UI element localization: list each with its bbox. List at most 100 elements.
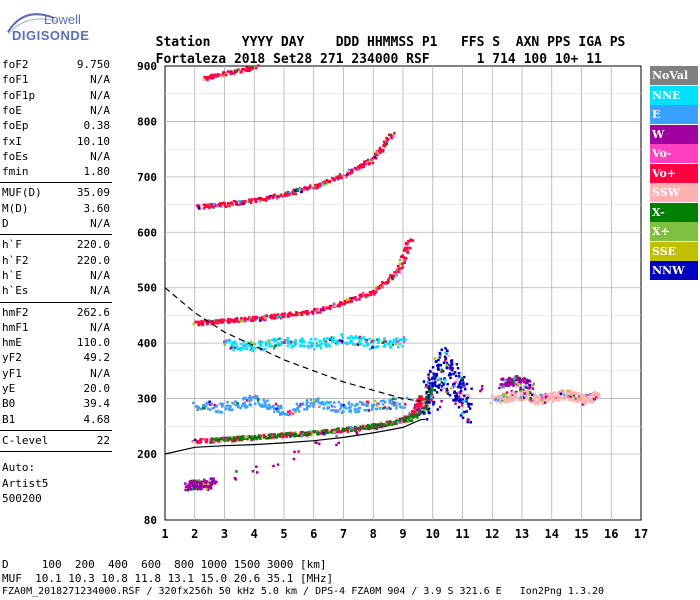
echo-point-spread-f: [466, 420, 470, 424]
echo-point-ssw-tail: [532, 397, 535, 400]
echo-point-x-trace: [223, 439, 226, 442]
echo-point-x-trace: [422, 402, 426, 405]
param-separator: [0, 234, 112, 236]
echo-point-spread-f: [446, 389, 449, 392]
echo-point-w-echoes: [440, 399, 443, 403]
echo-point-second-hop: [340, 302, 344, 305]
param-value: N/A: [90, 217, 110, 230]
echo-point-w-echoes: [531, 387, 535, 390]
echo-point-third-hop: [202, 203, 205, 206]
echo-point-w-echoes: [514, 379, 518, 382]
echo-point-spread-f: [432, 372, 435, 375]
echo-point-x-trace: [239, 436, 242, 439]
echo-point-nne-400: [319, 346, 323, 350]
echo-point-w-echoes: [528, 387, 531, 390]
echo-point-e-echoes: [353, 408, 356, 411]
echo-point-x-trace: [308, 433, 312, 436]
echo-point-o-trace: [378, 426, 382, 429]
echo-point-nne-400: [324, 340, 328, 343]
echo-point-x-trace: [237, 436, 241, 439]
echo-point-spread-f: [437, 368, 440, 371]
echo-point-e-echoes: [254, 395, 257, 398]
echo-point-e-echoes: [213, 406, 216, 409]
echo-point-e-echoes: [356, 407, 359, 411]
echo-point-o-trace: [368, 427, 372, 430]
echo-point-second-hop: [402, 255, 405, 259]
echo-point-x-trace: [405, 416, 408, 420]
echo-point-ssw-tail: [544, 392, 547, 396]
echo-point-o-trace: [417, 402, 421, 405]
echo-point-ssw-tail: [593, 398, 596, 401]
echo-point-e-echoes: [312, 405, 315, 408]
echo-point-ssw-tail: [590, 394, 594, 397]
echo-point-e-echoes: [394, 401, 398, 404]
echo-point-x-trace: [421, 406, 424, 409]
echo-point-e-echoes: [247, 397, 251, 400]
echo-point-second-hop: [349, 297, 352, 300]
echo-point-e-echoes: [272, 404, 275, 408]
echo-point-spread-f: [459, 399, 462, 402]
echo-point-third-hop: [308, 185, 312, 189]
dashed-trace-line: [164, 287, 421, 402]
echo-point-third-hop: [294, 189, 297, 192]
echo-point-e-echoes: [342, 410, 345, 413]
echo-point-third-hop: [364, 160, 368, 163]
echo-point-spread-f: [433, 383, 436, 386]
echo-point-third-hop: [335, 175, 338, 179]
echo-point-fourth-hop: [221, 72, 225, 75]
echo-point-spread-f: [467, 394, 471, 397]
echo-point-x-trace: [279, 432, 283, 436]
echo-point-e-echoes: [295, 402, 299, 406]
echo-point-third-hop: [237, 199, 241, 203]
echo-point-e-echoes: [287, 410, 290, 414]
echo-point-ssw-tail: [559, 395, 562, 398]
x-tick-label: 3: [221, 527, 228, 541]
echo-point-w-echoes: [521, 378, 524, 382]
echo-point-third-hop: [376, 153, 379, 157]
echo-point-e-echoes: [240, 404, 244, 407]
echo-point-e-echoes: [305, 408, 309, 411]
echo-point-e-echoes: [357, 407, 361, 410]
echo-point-e-echoes: [281, 412, 285, 416]
param-key: B0: [2, 397, 16, 411]
echo-point-second-hop: [197, 321, 200, 325]
echo-point-ssw-tail: [521, 398, 524, 401]
echo-point-third-hop: [205, 203, 209, 207]
echo-point-x-trace: [384, 421, 388, 425]
echo-point-second-hop: [281, 315, 284, 318]
echo-point-e-echoes: [264, 403, 267, 406]
echo-point-third-hop: [202, 207, 206, 210]
echo-point-second-hop: [379, 285, 383, 289]
echo-point-third-hop: [366, 158, 370, 162]
echo-point-o-trace: [221, 436, 225, 440]
echo-point-spread-f: [435, 360, 438, 363]
echo-point-x-trace: [220, 440, 223, 443]
echo-point-e-echoes: [393, 404, 396, 407]
echo-point-second-hop: [338, 304, 341, 308]
echo-point-x-trace: [407, 419, 410, 423]
echo-point-o-trace: [421, 399, 424, 402]
auto-info-line: Auto:: [2, 461, 36, 475]
echo-point-o-trace: [418, 395, 421, 398]
echo-point-ssw-tail: [556, 395, 559, 398]
x-tick-label: 16: [604, 527, 618, 541]
echo-point-nne-400: [395, 342, 398, 346]
echo-point-second-hop: [270, 313, 273, 317]
echo-point-second-hop: [233, 320, 236, 323]
echo-point-o-trace: [209, 438, 213, 441]
echo-point-w-echoes: [208, 486, 212, 490]
echo-point-second-hop: [218, 319, 221, 322]
echo-point-o-trace: [337, 430, 340, 434]
echo-point-e-echoes: [297, 410, 301, 413]
param-value: N/A: [90, 149, 110, 163]
echo-point-e-echoes: [294, 408, 297, 411]
echo-point-e-echoes: [356, 403, 359, 406]
echo-point-ssw-tail: [526, 391, 530, 395]
echo-point-nne-400: [283, 341, 286, 344]
echo-point-nne-400: [235, 347, 238, 350]
echo-point-ssw-tail: [536, 400, 539, 403]
echo-point-e-echoes: [375, 404, 379, 407]
echo-point-spread-f: [450, 362, 454, 366]
echo-point-x-trace: [428, 388, 431, 391]
echo-point-ssw-tail: [503, 397, 506, 400]
